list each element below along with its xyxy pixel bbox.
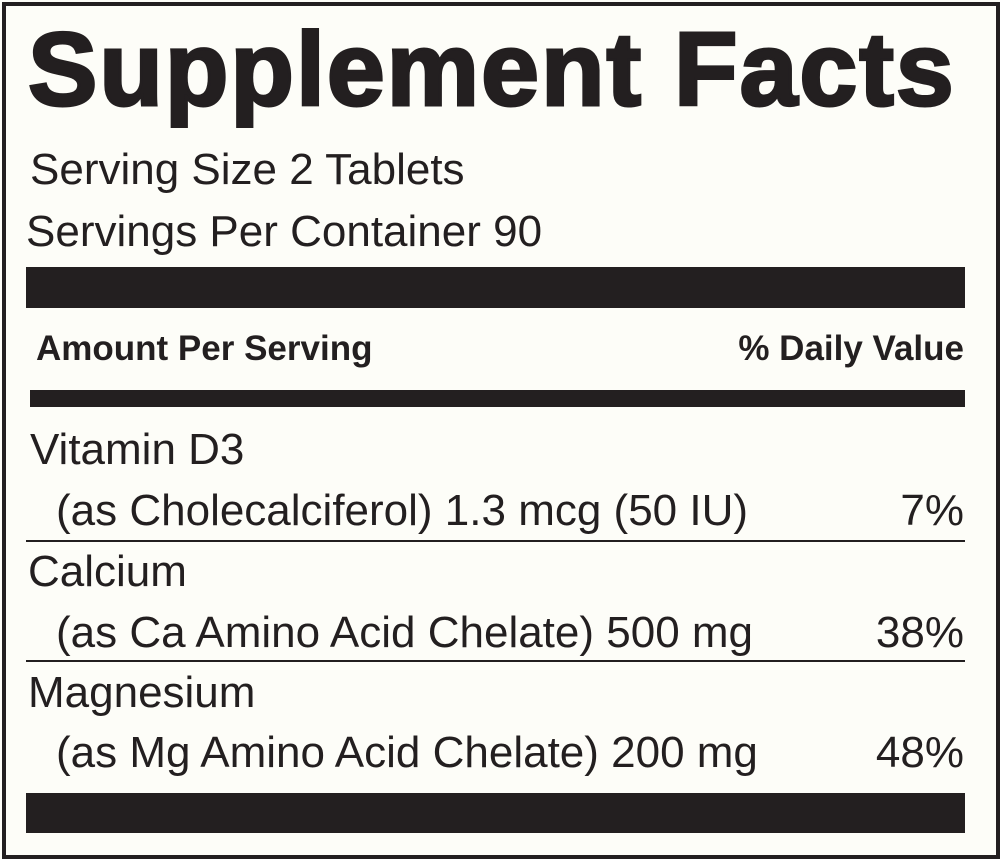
nutrient-dv: 7% [900,486,964,535]
nutrient-detail: (as Mg Amino Acid Chelate) 200 mg [56,728,758,777]
nutrient-detail: (as Ca Amino Acid Chelate) 500 mg [56,608,754,657]
bottom-divider [26,793,965,833]
nutrient-name: Calcium [28,547,187,596]
row-divider [26,660,965,662]
servings-per-container: Servings Per Container 90 [26,207,543,256]
serving-size: Serving Size 2 Tablets [30,145,465,194]
thick-divider [26,267,965,308]
amount-per-serving-header: Amount Per Serving [36,329,373,368]
nutrient-detail: (as Cholecalciferol) 1.3 mcg (50 IU) [56,486,749,535]
header-divider [30,390,965,407]
row-divider [26,540,965,542]
nutrient-dv: 48% [875,728,964,777]
daily-value-header: % Daily Value [738,329,964,368]
nutrient-name: Vitamin D3 [30,425,245,474]
label-title: Supplement Facts [27,12,956,128]
nutrient-name: Magnesium [28,668,256,717]
nutrient-dv: 38% [875,608,964,657]
